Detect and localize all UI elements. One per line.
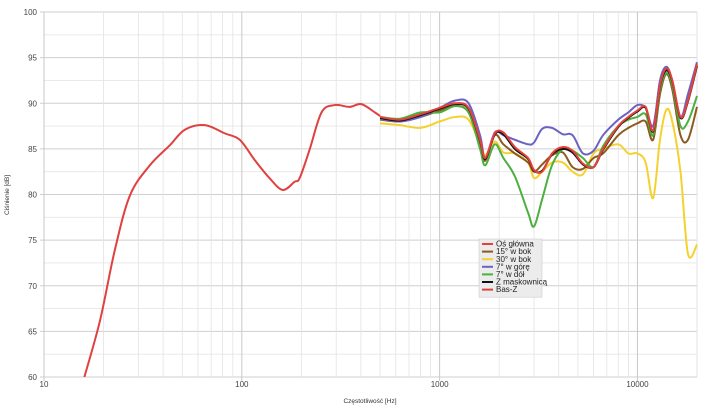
series-line-2 bbox=[379, 107, 698, 259]
series-line-3 bbox=[379, 61, 698, 160]
y-tick-label: 65 bbox=[28, 327, 37, 336]
y-tick-label: 80 bbox=[28, 191, 37, 200]
legend-entry: Bas-Z bbox=[496, 285, 517, 294]
series-lines bbox=[83, 61, 698, 378]
y-tick-label: 60 bbox=[28, 373, 37, 382]
y-axis-ticks: 60 65 70 75 80 85 90 95 100 bbox=[24, 8, 38, 382]
legend-entry: Oś główna bbox=[496, 240, 534, 249]
series-line-4 bbox=[379, 72, 698, 228]
x-axis-ticks: 10 100 1000 10000 bbox=[40, 380, 650, 389]
y-tick-label: 95 bbox=[28, 54, 37, 63]
x-tick-label: 10 bbox=[40, 380, 49, 389]
grid bbox=[40, 11, 698, 381]
x-tick-label: 100 bbox=[235, 380, 249, 389]
y-tick-label: 90 bbox=[28, 99, 37, 108]
y-axis-label: Ciśnienie [dB] bbox=[4, 175, 11, 215]
legend-entry: Z maskownicą bbox=[496, 278, 548, 287]
y-tick-label: 75 bbox=[28, 236, 37, 245]
y-tick-label: 70 bbox=[28, 282, 37, 291]
y-tick-label: 100 bbox=[24, 8, 38, 17]
legend-entry: 15° w bok bbox=[496, 247, 532, 256]
series-line-6 bbox=[83, 103, 381, 378]
series-line-0 bbox=[379, 63, 698, 174]
legend-entry: 7° w dół bbox=[496, 270, 525, 279]
legend-entry: 7° w górę bbox=[496, 262, 530, 271]
legend-box bbox=[478, 238, 543, 298]
legend-entry: 30° w bok bbox=[496, 255, 532, 264]
y-tick-label: 85 bbox=[28, 145, 37, 154]
x-axis-label: Częstotliwość [Hz] bbox=[343, 398, 396, 405]
x-tick-label: 1000 bbox=[431, 380, 449, 389]
x-tick-label: 10000 bbox=[626, 380, 649, 389]
